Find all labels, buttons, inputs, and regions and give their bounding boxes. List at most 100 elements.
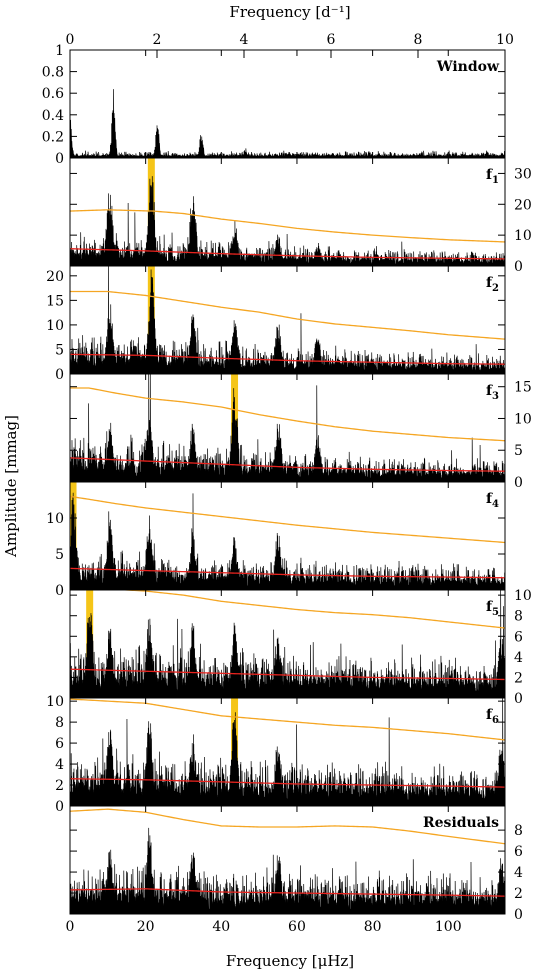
panel-plot-area	[70, 698, 505, 806]
noise-level-line	[70, 888, 505, 897]
panel-label: f5	[486, 599, 499, 618]
x-tick-label-top: 6	[327, 32, 336, 48]
y-tick-label: 0	[55, 367, 64, 383]
noise-level-line	[70, 457, 505, 472]
significance-threshold-line	[70, 698, 505, 741]
noise-level-line	[70, 567, 505, 579]
panel-plot-area	[70, 266, 505, 374]
y-tick-label: 30	[514, 166, 532, 182]
y-tick-label: 6	[514, 629, 523, 645]
amplitude-spectrum	[70, 492, 505, 590]
x-tick-label-top: 0	[66, 32, 75, 48]
y-tick-label: 20	[514, 197, 532, 213]
panel-label: Residuals	[423, 815, 499, 831]
y-tick-label: 0	[514, 907, 523, 923]
panel-label: f1	[486, 167, 499, 186]
y-tick-label: 8	[514, 609, 523, 625]
y-tick-label: 5	[55, 547, 64, 563]
y-tick-label: 4	[514, 865, 523, 881]
amplitude-spectrum	[70, 698, 505, 806]
panel-f3: 0 5 10 15 f3	[69, 373, 532, 491]
y-tick-label: 15	[514, 380, 532, 396]
y-tick-label: 10	[46, 694, 64, 710]
panel-f5: 0 2 4 6 8 10 f5	[69, 588, 532, 707]
x-tick-label-top: 8	[414, 32, 423, 48]
y-tick-label: 0	[55, 799, 64, 815]
x-tick-label-bottom: 60	[288, 919, 306, 935]
y-tick-label: 0.4	[42, 108, 64, 124]
y-tick-label: 0	[514, 691, 523, 707]
x-tick-label-bottom: 100	[435, 919, 462, 935]
noise-level-line	[70, 778, 505, 788]
y-tick-label: 10	[514, 588, 532, 604]
y-tick-label: 2	[514, 886, 523, 902]
y-tick-label: 0.6	[42, 86, 64, 102]
panel-residuals: 0 2 4 6 8 Residuals	[69, 805, 523, 923]
panel-f2: 0 5 10 15 20 f2	[46, 265, 506, 383]
panel-f6: 0 2 4 6 8 10 f6	[46, 694, 506, 815]
noise-level-line	[70, 248, 505, 260]
x-tick-label-bottom: 20	[137, 919, 155, 935]
y-tick-label: 0	[514, 475, 523, 491]
y-tick-label: 0	[514, 259, 523, 275]
amplitude-spectrum	[70, 266, 505, 374]
y-tick-label: 0	[55, 151, 64, 167]
noise-level-line	[70, 353, 505, 365]
y-tick-label: 8	[55, 715, 64, 731]
y-tick-label: 20	[46, 269, 64, 285]
y-tick-label: 6	[514, 844, 523, 860]
panel-plot-area	[70, 590, 505, 698]
y-tick-label: 4	[514, 650, 523, 666]
y-tick-label: 10	[514, 411, 532, 427]
x-axis-label-top: Frequency [d⁻¹]	[229, 3, 350, 21]
panel-f1: 0 10 20 30 f1	[69, 157, 532, 275]
x-tick-label-top: 4	[240, 32, 249, 48]
y-tick-label: 5	[514, 443, 523, 459]
panel-label: f2	[486, 275, 499, 294]
significance-threshold-line	[114, 590, 505, 629]
y-tick-label: 1	[55, 43, 64, 59]
amplitude-spectrum	[70, 89, 505, 158]
panel-plot-area	[70, 89, 505, 158]
panel-plot-area	[70, 808, 505, 914]
panel-plot-area	[70, 482, 505, 590]
x-tick-label-bottom: 80	[364, 919, 382, 935]
significance-threshold-line	[70, 209, 505, 243]
significance-threshold-line	[70, 387, 505, 442]
amplitude-spectrum	[70, 827, 505, 914]
y-tick-label: 4	[55, 757, 64, 773]
x-tick-label-bottom: 40	[212, 919, 230, 935]
y-tick-label: 0.8	[42, 65, 64, 81]
panel-plot-area	[70, 158, 505, 266]
significance-threshold-line	[70, 290, 505, 340]
y-tick-label: 10	[46, 318, 64, 334]
y-tick-label: 0.2	[42, 129, 64, 145]
amplitude-spectrum	[70, 374, 505, 482]
y-tick-label: 10	[514, 228, 532, 244]
amplitude-spectrum	[70, 176, 505, 266]
significance-threshold-line	[70, 495, 505, 544]
y-tick-label: 10	[46, 511, 64, 527]
panel-frame	[69, 805, 506, 915]
y-axis-label: Amplitude [mmag]	[2, 415, 20, 558]
amplitude-spectrum	[70, 590, 505, 698]
panel-window: 0 0.2 0.4 0.6 0.8 1 Window	[42, 43, 506, 167]
y-tick-label: 2	[514, 670, 523, 686]
y-tick-label: 8	[514, 823, 523, 839]
x-tick-label-top: 2	[153, 32, 162, 48]
x-tick-label-top: 10	[496, 32, 514, 48]
panel-label: f3	[486, 383, 499, 402]
panel-plot-area	[70, 374, 505, 482]
significance-threshold-line	[70, 808, 505, 845]
noise-level-line	[70, 668, 505, 681]
panel-label: Window	[436, 59, 500, 75]
x-tick-label-bottom: 0	[66, 919, 75, 935]
y-tick-label: 6	[55, 736, 64, 752]
x-axis-label-bottom: Frequency [μHz]	[226, 952, 354, 970]
panel-f4: 0 5 10 f4	[46, 481, 506, 599]
y-tick-label: 5	[55, 342, 64, 358]
panel-label: f4	[486, 491, 499, 510]
panel-label: f6	[486, 707, 499, 726]
